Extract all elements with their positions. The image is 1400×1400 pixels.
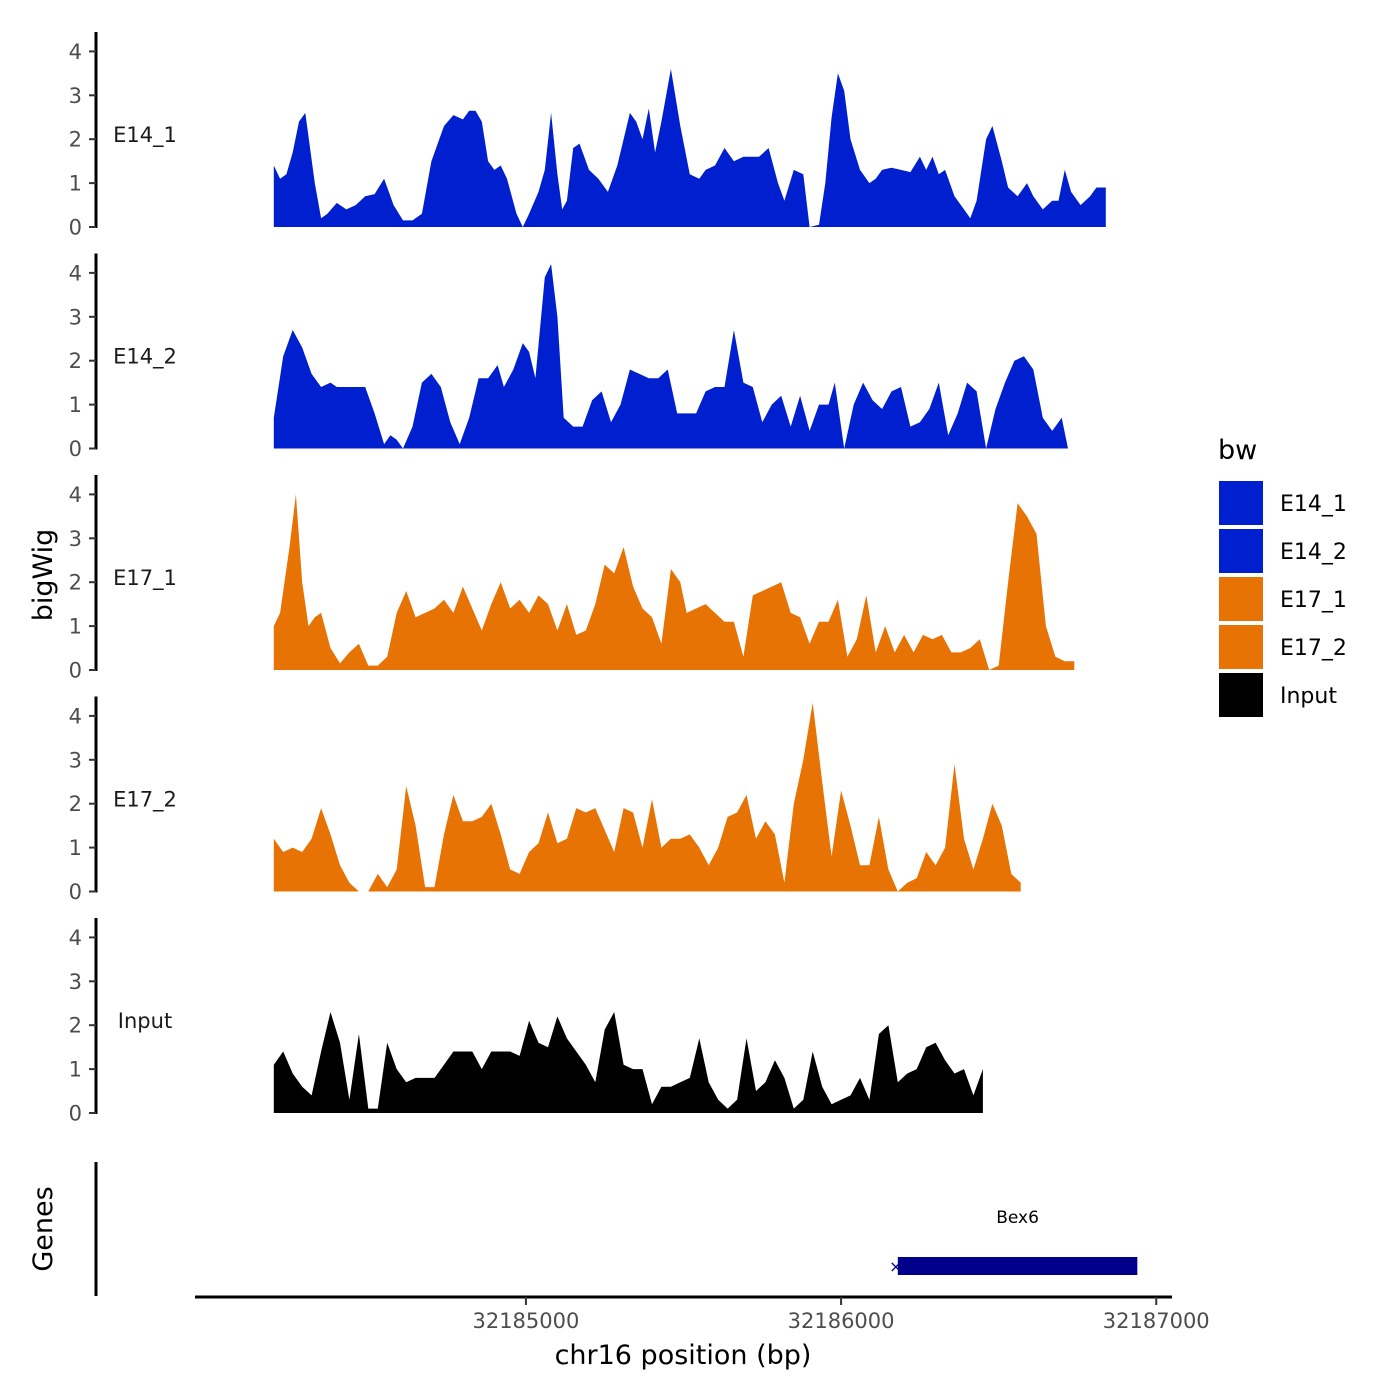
legend-label: E17_2 — [1280, 636, 1347, 661]
legend-items: E14_1 E14_2 E17_1 E17_2 Input — [1219, 481, 1347, 717]
y-tick-label: 1 — [69, 836, 82, 860]
y-tick-label: 0 — [69, 437, 82, 461]
y-tick-label: 1 — [69, 172, 82, 196]
y-tick-label: 3 — [69, 527, 82, 551]
genes-axis-title: Genes — [28, 1186, 59, 1271]
coverage-area-Input — [273, 1012, 983, 1113]
x-ticks: 32185000 32186000 32187000 — [472, 1297, 1210, 1333]
coverage-area-E14_1 — [273, 69, 1106, 227]
legend-item-E14_1: E14_1 — [1219, 481, 1347, 525]
y-tick-label: 2 — [69, 792, 82, 816]
y-tick-label: 2 — [69, 571, 82, 595]
x-axis-title: chr16 position (bp) — [555, 1340, 812, 1371]
y-tick-label: 1 — [69, 615, 82, 639]
legend-swatch — [1219, 529, 1263, 573]
genes-panel: Genes × Bex6 — [28, 1162, 1138, 1296]
coverage-area-E14_2 — [273, 264, 1068, 449]
track-E14_2: 0 1 2 3 4 E14_2 — [69, 253, 1068, 461]
legend-label: E17_1 — [1280, 588, 1347, 613]
track-label: E14_1 — [113, 123, 177, 148]
legend-swatch — [1219, 673, 1263, 717]
track-Input: 0 1 2 3 4 Input — [69, 918, 983, 1126]
track-label: E17_2 — [113, 788, 177, 813]
y-tick-label: 0 — [69, 216, 82, 240]
gene-marks: × Bex6 — [889, 1208, 1138, 1276]
x-axis: 32185000 32186000 32187000 chr16 position … — [195, 1295, 1210, 1371]
legend-swatch — [1219, 481, 1263, 525]
y-tick-label: 1 — [69, 393, 82, 417]
y-tick-label: 4 — [69, 483, 82, 507]
legend-swatch — [1219, 577, 1263, 621]
y-tick-label: 2 — [69, 1014, 82, 1038]
legend: bw E14_1 E14_2 E17_1 E17_2 Input — [1218, 435, 1347, 717]
y-tick-label: 1 — [69, 1058, 82, 1082]
y-tick-label: 4 — [69, 704, 82, 728]
x-tick-label: 32185000 — [472, 1309, 579, 1333]
y-tick-label: 0 — [69, 659, 82, 683]
coverage-area-E17_1 — [273, 494, 1075, 670]
y-tick-label: 0 — [69, 880, 82, 904]
y-tick-label: 3 — [69, 305, 82, 329]
legend-item-Input: Input — [1219, 673, 1337, 717]
legend-label: E14_1 — [1280, 492, 1347, 517]
y-axis-title: bigWig — [28, 529, 59, 622]
y-tick-label: 2 — [69, 349, 82, 373]
gene-body — [897, 1257, 1138, 1275]
legend-title: bw — [1218, 435, 1257, 466]
y-tick-label: 3 — [69, 748, 82, 772]
legend-item-E17_1: E17_1 — [1219, 577, 1347, 621]
y-tick-label: 0 — [69, 1102, 82, 1126]
y-tick-label: 4 — [69, 261, 82, 285]
y-tick-label: 4 — [69, 40, 82, 64]
track-E17_1: 0 1 2 3 4 E17_1 — [69, 475, 1075, 683]
legend-item-E14_2: E14_2 — [1219, 529, 1347, 573]
track-label: E14_2 — [113, 345, 177, 370]
y-tick-label: 3 — [69, 84, 82, 108]
y-tick-label: 3 — [69, 970, 82, 994]
legend-swatch — [1219, 625, 1263, 669]
x-tick-label: 32187000 — [1103, 1309, 1210, 1333]
track-E17_2: 0 1 2 3 4 E17_2 — [69, 696, 1021, 904]
y-tick-label: 2 — [69, 128, 82, 152]
coverage-area-E17_2 — [273, 702, 1021, 892]
legend-label: Input — [1280, 684, 1337, 709]
x-tick-label: 32186000 — [788, 1309, 895, 1333]
track-label: Input — [118, 1009, 172, 1033]
gene-strand-mark: × — [889, 1257, 902, 1276]
track-label: E17_1 — [113, 566, 177, 591]
signal-tracks: 0 1 2 3 4 E14_1 0 1 2 3 4 E14_2 0 1 2 3 4 E17_1 0 1 2 3 4 E17_2… — [69, 32, 1106, 1126]
track-E14_1: 0 1 2 3 4 E14_1 — [69, 32, 1106, 240]
y-tick-label: 4 — [69, 926, 82, 950]
gene-Bex6: × Bex6 — [889, 1208, 1138, 1276]
legend-item-E17_2: E17_2 — [1219, 625, 1347, 669]
legend-label: E14_2 — [1280, 540, 1347, 565]
gene-label: Bex6 — [996, 1208, 1039, 1228]
